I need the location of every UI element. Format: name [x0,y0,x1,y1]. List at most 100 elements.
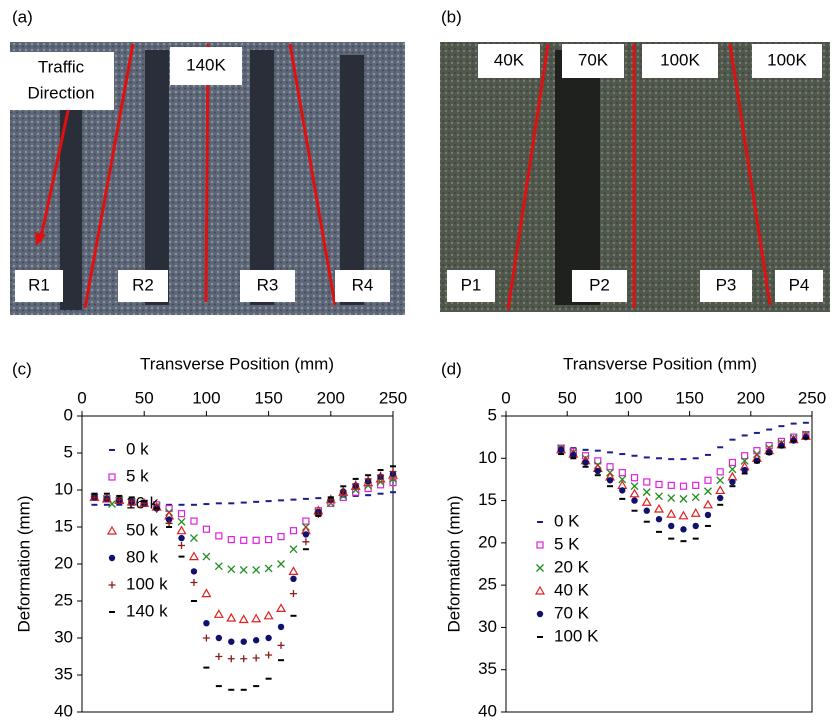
label-box [775,270,823,302]
marker [227,565,236,574]
photo-label: P2 [589,275,610,294]
marker [276,603,287,612]
photo-a [10,42,405,315]
marker [728,458,737,467]
marker [238,614,249,624]
marker [302,531,310,538]
marker [618,475,627,484]
x-tick-label: 150 [675,388,703,407]
marker [202,552,211,561]
marker [227,655,235,663]
marker [202,634,210,642]
marker [226,612,237,622]
marker [90,493,98,501]
legend-label: 140 k [126,601,168,620]
legend-marker [536,541,544,549]
marker [215,532,223,540]
marker [389,468,397,475]
photo-label: P3 [716,275,737,294]
marker [252,637,260,644]
photo-label: 100K [767,50,807,69]
x-tick-label: 50 [135,388,154,407]
marker [227,535,235,544]
marker [288,566,299,575]
marker [691,493,700,502]
divider [83,43,135,309]
marker [165,516,173,523]
marker [668,522,675,530]
marker [239,565,248,574]
marker [240,638,247,645]
marker [704,476,712,484]
x-tick-label: 200 [737,388,765,407]
marker [618,469,626,477]
marker [728,465,737,474]
marker [289,590,297,598]
marker [289,527,298,535]
x-tick-label: 100 [192,388,220,407]
photo-label: Traffic [38,57,85,76]
photo-label: 140K [186,55,226,74]
marker [190,534,198,543]
marker [190,579,198,586]
marker [190,517,198,525]
strip [145,50,169,305]
marker [642,488,651,497]
legend-marker [108,581,116,589]
marker [704,487,712,496]
y-tick-label: 20 [478,532,497,551]
marker [715,485,726,495]
marker [165,519,173,527]
marker [631,497,638,504]
marker [717,494,724,502]
legend-label: 5 K [554,534,580,553]
marker [178,542,186,549]
marker [643,478,651,486]
marker [215,653,223,660]
marker [389,474,397,483]
y-tick-label: 20 [54,553,73,572]
marker [265,651,273,659]
marker [630,474,639,482]
marker [289,545,298,554]
marker [570,451,577,459]
y-tick-label: 40 [478,701,497,720]
x-tick-label: 250 [379,388,407,407]
marker [364,475,372,483]
marker [176,525,187,535]
label-box [8,52,114,110]
marker [740,456,749,465]
panel-label: (c) [12,359,32,378]
x-axis-title: Transverse Position (mm) [563,354,757,373]
divider [506,43,550,311]
marker [252,654,260,662]
marker [655,480,663,489]
label-box [240,270,295,302]
marker [606,463,614,471]
photo-label: 100K [660,50,700,69]
marker [690,508,701,517]
marker [202,525,210,533]
y-axis-title: Deformation (mm) [444,496,463,633]
label-box [752,44,822,78]
y-tick-label: 5 [64,442,73,461]
marker [729,478,736,486]
y-axis-title: Deformation (mm) [14,496,33,633]
legend-marker [108,554,116,562]
x-tick-label: 150 [254,388,282,407]
marker [741,452,749,460]
marker [240,655,248,663]
marker [178,534,185,542]
label-box [15,270,63,302]
marker [214,562,223,571]
y-tick-label: 25 [478,575,497,594]
marker [692,481,700,489]
marker [594,467,601,475]
y-tick-label: 5 [488,405,497,424]
panel-label: (d) [441,359,462,378]
marker [377,471,385,479]
marker [115,496,123,504]
photo-label: 70K [578,50,609,69]
